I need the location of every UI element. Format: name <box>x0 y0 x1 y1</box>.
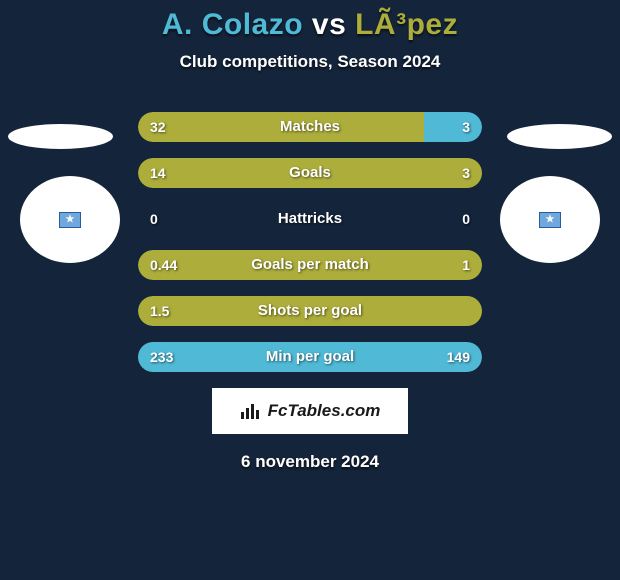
branding-box: FcTables.com <box>212 388 408 434</box>
stat-bar: 233149Min per goal <box>138 342 482 372</box>
stat-bar-label: Matches <box>138 112 482 142</box>
stat-bar: 0.441Goals per match <box>138 250 482 280</box>
subtitle: Club competitions, Season 2024 <box>0 52 620 72</box>
flag-right-icon: ★ <box>539 212 561 228</box>
decor-ellipse-left <box>8 124 113 149</box>
decor-circle-right: ★ <box>500 176 600 263</box>
stat-bar: 1.5Shots per goal <box>138 296 482 326</box>
content: A. Colazo vs LÃ³pez Club competitions, S… <box>0 0 620 580</box>
flag-left-symbol: ★ <box>66 214 75 225</box>
stat-bar: 323Matches <box>138 112 482 142</box>
decor-ellipse-right <box>507 124 612 149</box>
stat-bar: 00Hattricks <box>138 204 482 234</box>
page-title: A. Colazo vs LÃ³pez <box>0 8 620 42</box>
title-vs: vs <box>312 8 346 41</box>
flag-left-icon: ★ <box>59 212 81 228</box>
date-text: 6 november 2024 <box>0 452 620 472</box>
stat-bar-label: Hattricks <box>138 204 482 234</box>
stat-bar-label: Shots per goal <box>138 296 482 326</box>
stat-bar-label: Min per goal <box>138 342 482 372</box>
title-player2: LÃ³pez <box>355 8 458 41</box>
stat-bar-label: Goals <box>138 158 482 188</box>
branding-text: FcTables.com <box>268 401 381 421</box>
decor-circle-left: ★ <box>20 176 120 263</box>
title-player1: A. Colazo <box>162 8 303 41</box>
flag-right-symbol: ★ <box>546 214 555 225</box>
comparison-area: ★ ★ 323Matches 143Goals 00Hattricks 0.441Go… <box>0 112 620 372</box>
stat-bars: 323Matches 143Goals 00Hattricks 0.441Goals … <box>138 112 482 372</box>
branding-bars-icon <box>240 402 262 420</box>
stat-bar: 143Goals <box>138 158 482 188</box>
stat-bar-label: Goals per match <box>138 250 482 280</box>
